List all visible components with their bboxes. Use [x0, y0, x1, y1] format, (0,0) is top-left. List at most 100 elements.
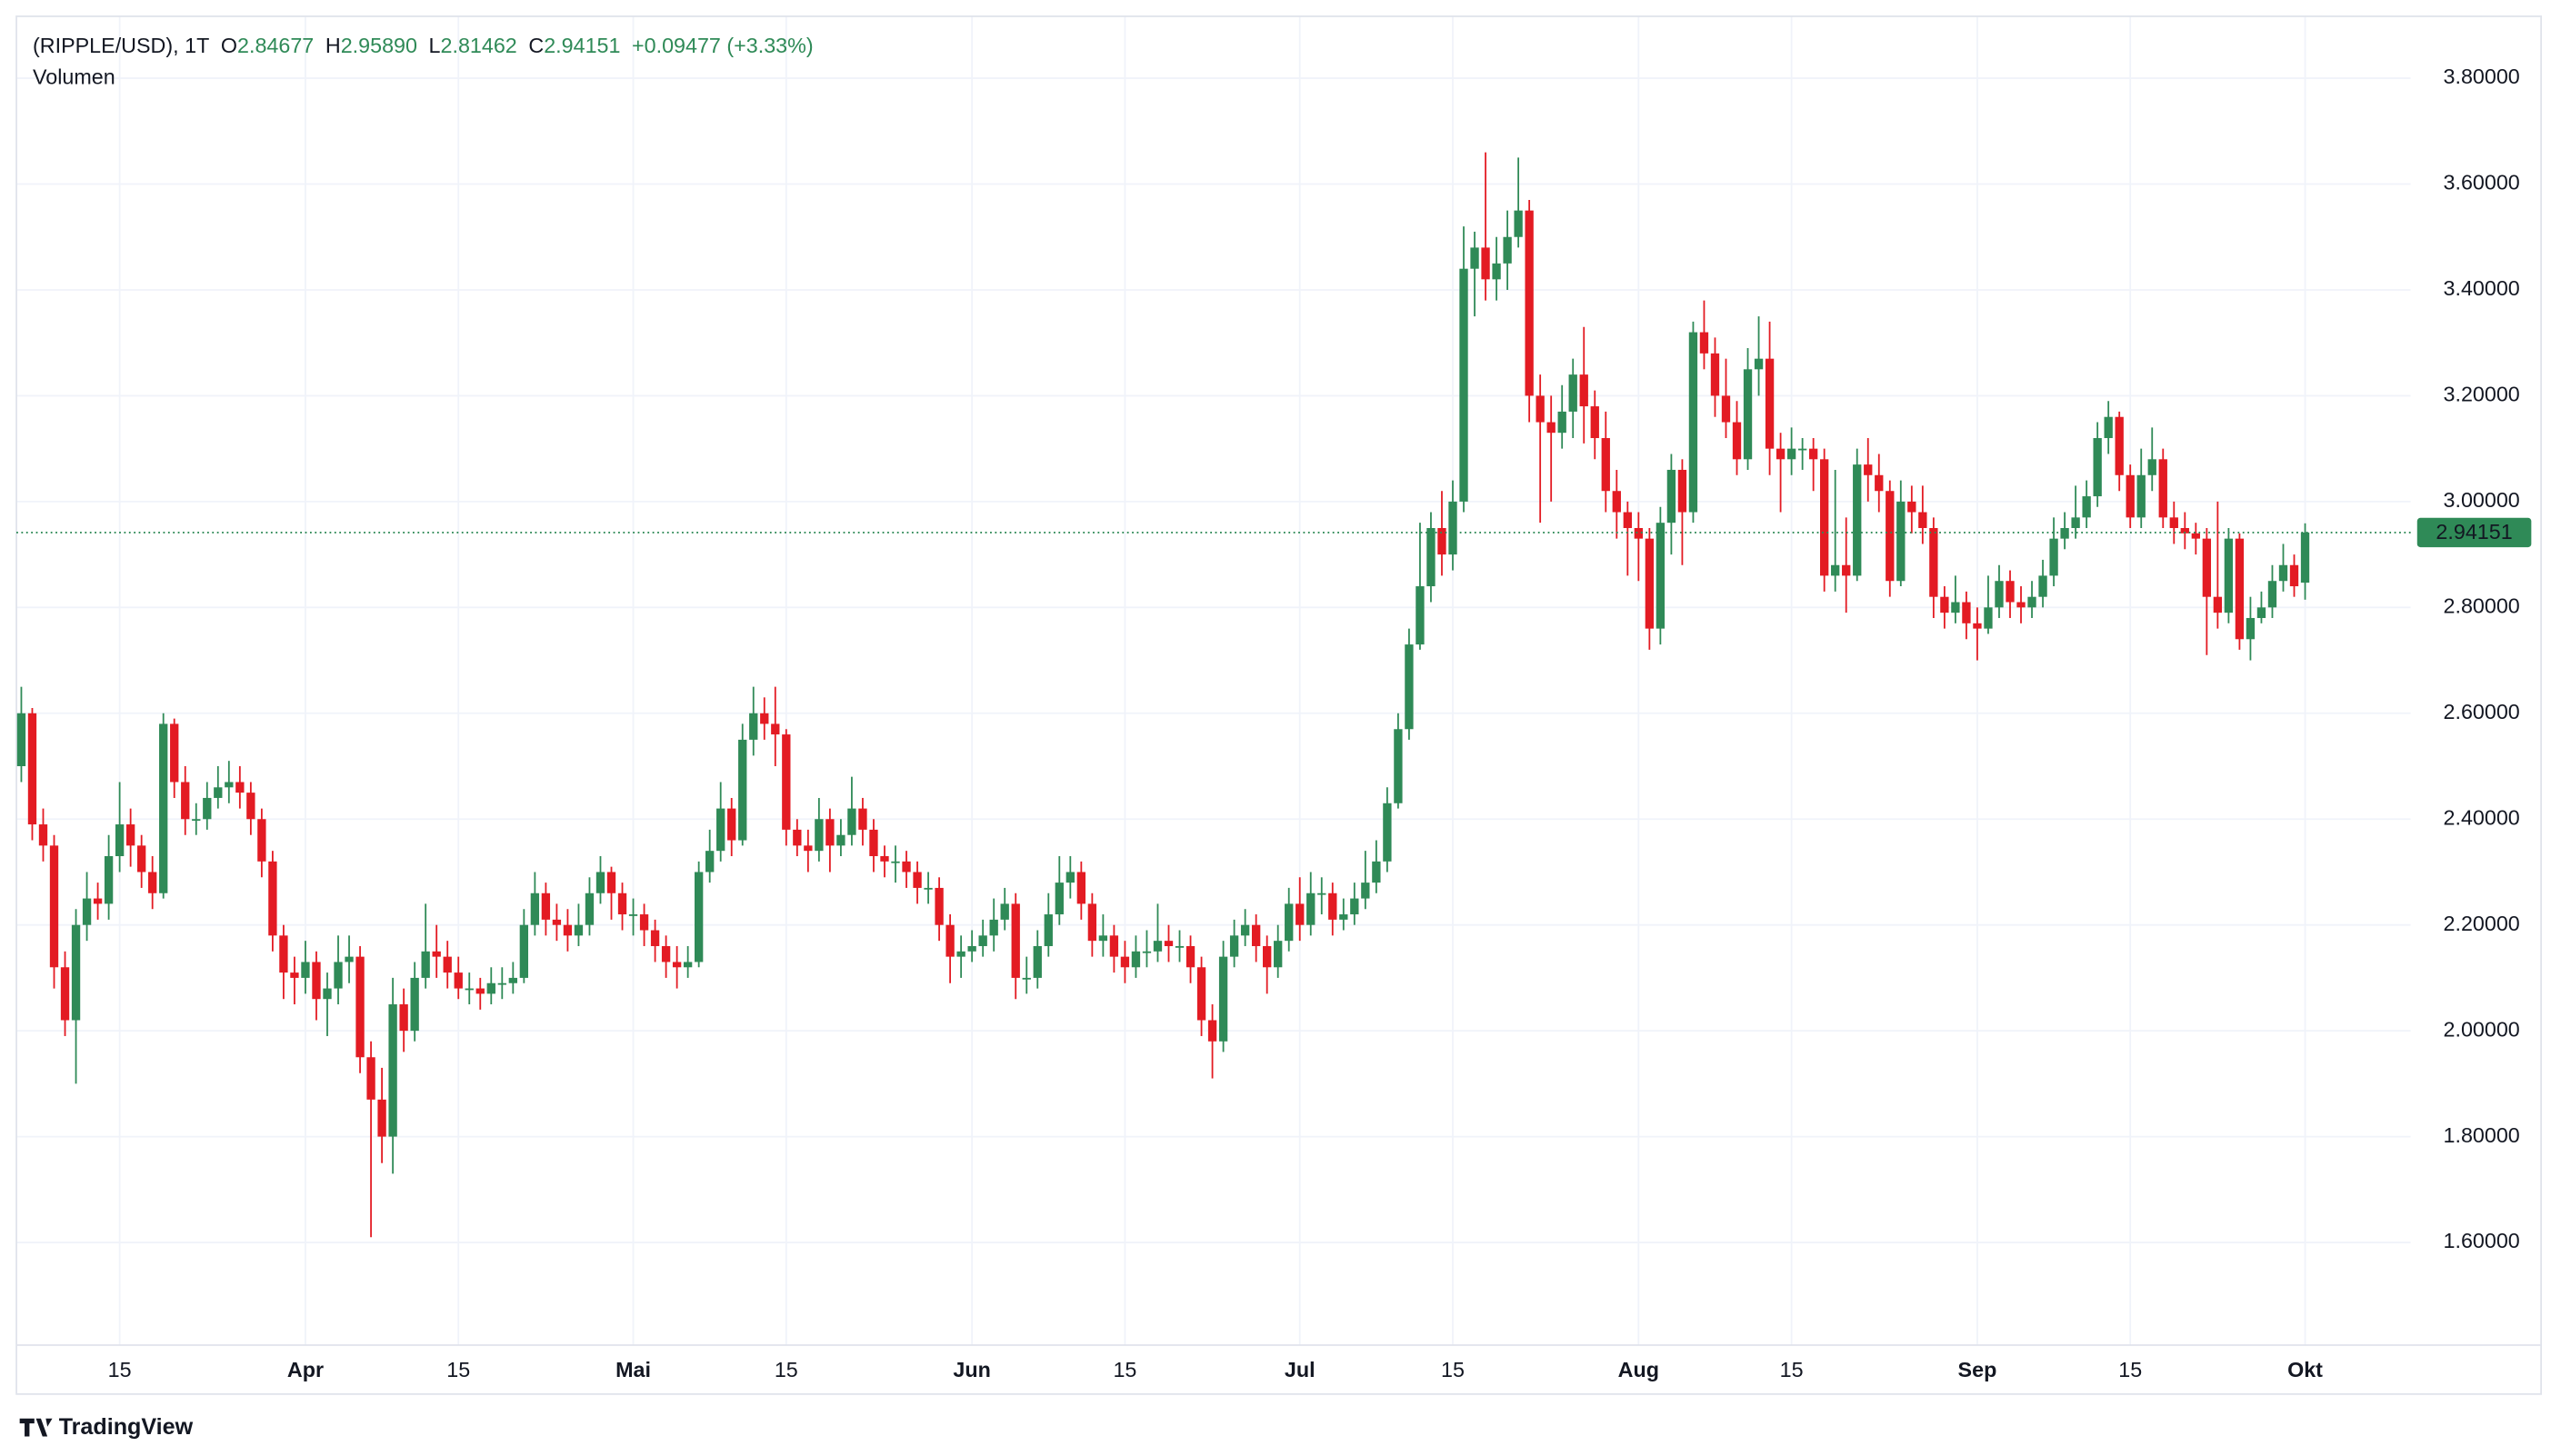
candle-body: [454, 972, 463, 989]
candle-body: [1296, 903, 1305, 925]
x-tick-label: 15: [2118, 1358, 2142, 1381]
candle-body: [585, 893, 595, 925]
candle-body: [2126, 474, 2135, 518]
candle-body: [2191, 533, 2200, 539]
candle-body: [1579, 374, 1588, 407]
y-tick-label: 2.40000: [2444, 805, 2520, 829]
candles: [16, 152, 2411, 1238]
candle-body: [2169, 517, 2178, 528]
candle-body: [1853, 464, 1862, 576]
candle-body: [1645, 538, 1655, 629]
x-tick-label: Sep: [1958, 1358, 1997, 1381]
candle-body: [421, 951, 430, 978]
candle-body: [2049, 538, 2058, 576]
candle-body: [2082, 496, 2091, 518]
candle-body: [1131, 951, 1141, 968]
candle-body: [2289, 564, 2299, 587]
candle-body: [1677, 469, 1687, 513]
candle-body: [1164, 941, 1174, 946]
candle-body: [1590, 406, 1599, 439]
candle-body: [1044, 914, 1053, 946]
candle-body: [2213, 596, 2223, 613]
candle-body: [1951, 602, 1960, 613]
candle-body: [749, 713, 758, 740]
candle-body: [279, 935, 288, 973]
candle-body: [1875, 474, 1884, 492]
candle-body: [1984, 607, 1993, 629]
candle-body: [1962, 602, 1971, 623]
y-tick-label: 2.60000: [2444, 700, 2520, 723]
candle-body: [1546, 422, 1556, 434]
candle-body: [519, 924, 529, 978]
legend-change: +0.09477 (+3.33%): [632, 34, 814, 57]
candle-body: [1820, 459, 1829, 576]
candle-body: [2104, 416, 2113, 439]
chart-frame: [15, 15, 2543, 1395]
candle-body: [1394, 729, 1403, 803]
candle-body: [410, 977, 419, 1032]
candle-body: [1864, 464, 1873, 475]
candle-body: [2027, 596, 2036, 608]
candle-body: [1000, 903, 1009, 920]
legend-ohlc-value: 2.94151: [544, 34, 620, 57]
candle-body: [891, 861, 900, 863]
candle-body: [989, 919, 998, 936]
candle-body: [595, 872, 605, 893]
y-tick-label: 2.00000: [2444, 1017, 2520, 1041]
candle-body: [170, 723, 179, 783]
candle-body: [650, 930, 660, 946]
candle-body: [1568, 374, 1577, 412]
candle-body: [705, 851, 715, 873]
candle-body: [1612, 491, 1621, 513]
candle-body: [1339, 914, 1348, 920]
x-tick-label: 15: [1780, 1358, 1804, 1381]
legend-ohlc-label: H: [325, 34, 341, 57]
candle-body: [1732, 422, 1742, 460]
legend-ohlc-value: 2.95890: [341, 34, 417, 57]
candle-body: [334, 962, 343, 989]
candle-body: [38, 824, 48, 846]
y-tick-label: 3.20000: [2444, 383, 2520, 406]
candle-body: [268, 861, 277, 936]
y-tick-label: 1.80000: [2444, 1123, 2520, 1147]
candle-body: [60, 967, 70, 1021]
candle-body: [2267, 581, 2277, 608]
y-tick-label: 2.80000: [2444, 593, 2520, 617]
candle-body: [1666, 469, 1676, 524]
candle-body: [1448, 501, 1457, 555]
candle-body: [530, 893, 540, 925]
candle-body: [203, 797, 212, 820]
candle-body: [497, 982, 506, 985]
candle-body: [1120, 956, 1130, 968]
brand-logo: TradingView: [19, 1414, 194, 1440]
candle-body: [1274, 941, 1283, 968]
candle-body: [399, 1004, 408, 1032]
candle-body: [2016, 602, 2026, 608]
candle-body: [1263, 945, 1272, 968]
candle-body: [1699, 332, 1709, 354]
candle-body: [617, 893, 627, 915]
candle-body: [1229, 935, 1239, 957]
candle-body: [1470, 247, 1479, 269]
candle-body: [1207, 1020, 1217, 1042]
candle-body: [2038, 575, 2047, 597]
candle-body: [836, 834, 845, 846]
x-tick-label: 15: [108, 1358, 132, 1381]
candle-body: [475, 988, 485, 994]
candle-body: [1492, 263, 1501, 280]
candle-body: [1973, 623, 1982, 629]
candle-body: [2202, 538, 2212, 597]
candle-body: [148, 872, 157, 893]
candle-body: [486, 982, 495, 994]
candle-body: [1328, 893, 1337, 920]
legend-ohlc-label: C: [528, 34, 544, 57]
candle-body: [159, 723, 168, 893]
candle-body: [192, 819, 201, 822]
candle-body: [1142, 951, 1152, 953]
y-tick-label: 3.40000: [2444, 276, 2520, 300]
candle-body: [1405, 644, 1414, 730]
brand-icon: [19, 1418, 53, 1437]
candle-body: [1786, 448, 1796, 460]
candle-body: [1361, 883, 1370, 899]
